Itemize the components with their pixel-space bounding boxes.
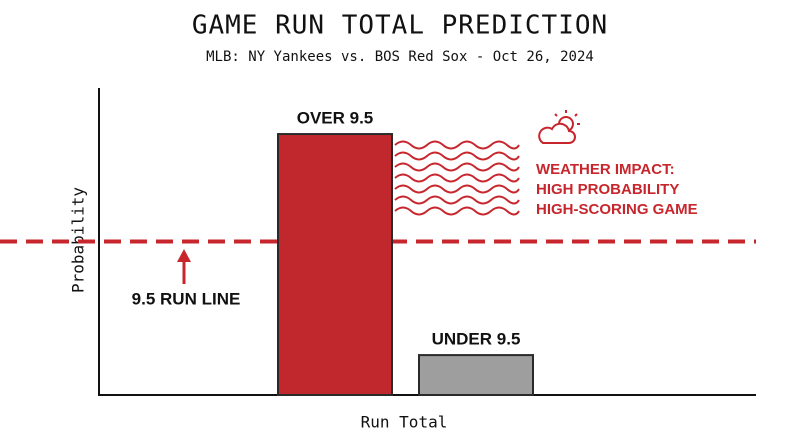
weather-note: WEATHER IMPACT: bbox=[536, 161, 675, 178]
bar-label: UNDER 9.5 bbox=[432, 330, 521, 349]
threshold-label: 9.5 RUN LINE bbox=[132, 289, 241, 308]
x-axis-label: Run Total bbox=[361, 413, 448, 432]
bar bbox=[418, 354, 534, 396]
weather-note: HIGH-SCORING GAME bbox=[536, 201, 698, 218]
bar-label: OVER 9.5 bbox=[297, 109, 374, 128]
chart-subtitle: MLB: NY Yankees vs. BOS Red Sox - Oct 26… bbox=[206, 49, 594, 65]
bar bbox=[277, 133, 393, 397]
chart-title: GAME RUN TOTAL PREDICTION bbox=[192, 11, 608, 41]
weather-waves bbox=[394, 140, 520, 216]
weather-icon bbox=[538, 110, 580, 144]
weather-note: HIGH PROBABILITY bbox=[536, 181, 679, 198]
arrow-head bbox=[177, 249, 191, 262]
